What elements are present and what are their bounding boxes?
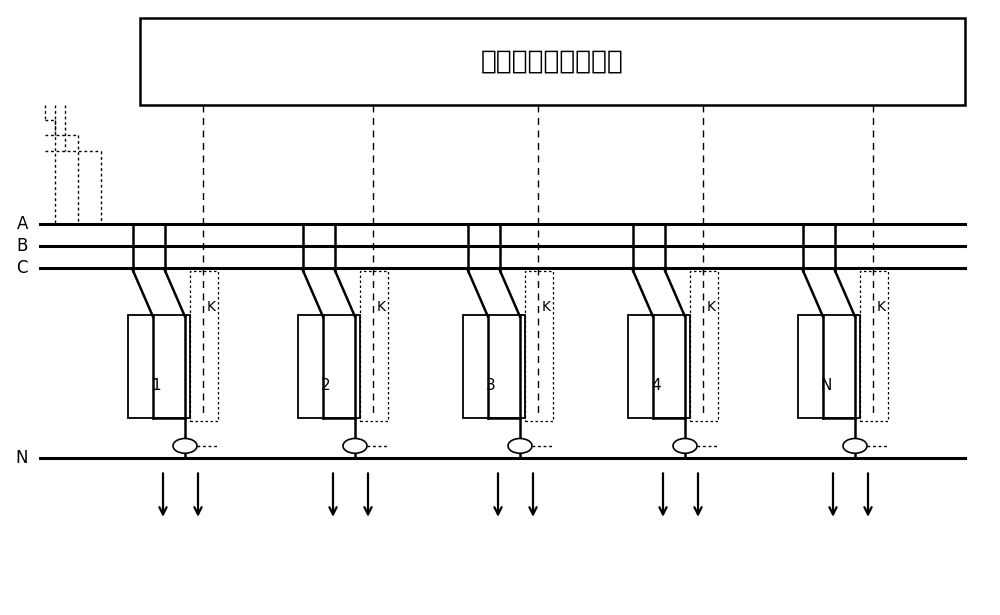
Bar [690,271,718,421]
Text: K: K [877,300,886,314]
Text: B: B [17,237,28,255]
Bar [298,315,360,418]
Text: K: K [542,300,551,314]
Text: 1: 1 [151,378,161,392]
Bar [190,271,218,421]
Circle shape [173,438,197,453]
Text: K: K [207,300,216,314]
Bar [860,271,888,421]
Circle shape [343,438,367,453]
Circle shape [508,438,532,453]
Text: 电源选通开关控制器: 电源选通开关控制器 [481,49,624,74]
Bar [463,315,525,418]
Bar [525,271,553,421]
Text: N: N [16,449,28,467]
Bar [128,315,190,418]
Text: 3: 3 [486,378,496,392]
Circle shape [843,438,867,453]
Text: 2: 2 [321,378,331,392]
Text: K: K [707,300,716,314]
Text: C: C [16,258,28,277]
Bar [798,315,860,418]
Bar [360,271,388,421]
Circle shape [673,438,697,453]
Text: 4: 4 [651,378,661,392]
Bar [140,18,965,105]
Text: N: N [820,378,832,392]
Text: A: A [17,215,28,234]
Text: K: K [377,300,386,314]
Bar [628,315,690,418]
